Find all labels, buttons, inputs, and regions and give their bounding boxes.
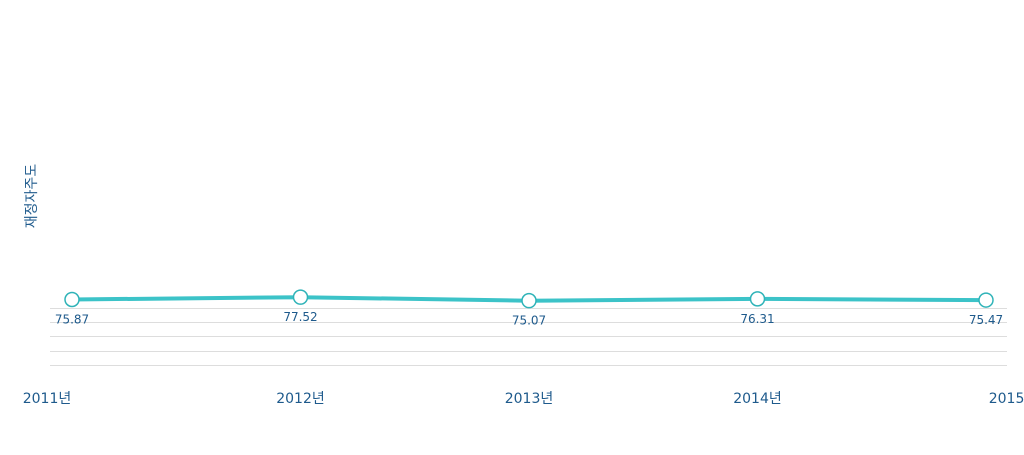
grid-lines	[50, 308, 1007, 366]
data-point-1	[64, 291, 80, 308]
data-label-1: 75.87	[55, 313, 89, 327]
data-points	[64, 289, 994, 309]
data-label-4: 76.31	[740, 312, 774, 326]
y-axis-title: 재정자주도	[24, 164, 40, 229]
x-tick-label-2: 2012년	[276, 391, 325, 407]
data-point-3	[521, 292, 537, 309]
data-point-2	[292, 289, 309, 305]
x-tick-label-1: 2011년	[23, 391, 72, 407]
data-label-5: 75.47	[969, 313, 1003, 327]
data-labels: 75.87 77.52 75.07 76.31 75.47	[55, 310, 1003, 327]
data-point-5	[978, 292, 994, 308]
data-label-2: 77.52	[283, 310, 317, 324]
data-point-4	[749, 291, 766, 307]
x-tick-label-4: 2014년	[733, 391, 782, 407]
x-tick-label-3: 2013년	[505, 391, 554, 407]
data-label-3: 75.07	[512, 314, 546, 328]
x-axis-ticks: 2011년 2012년 2013년 2014년 2015년	[23, 391, 1024, 407]
x-tick-label-5: 2015년	[989, 391, 1024, 407]
